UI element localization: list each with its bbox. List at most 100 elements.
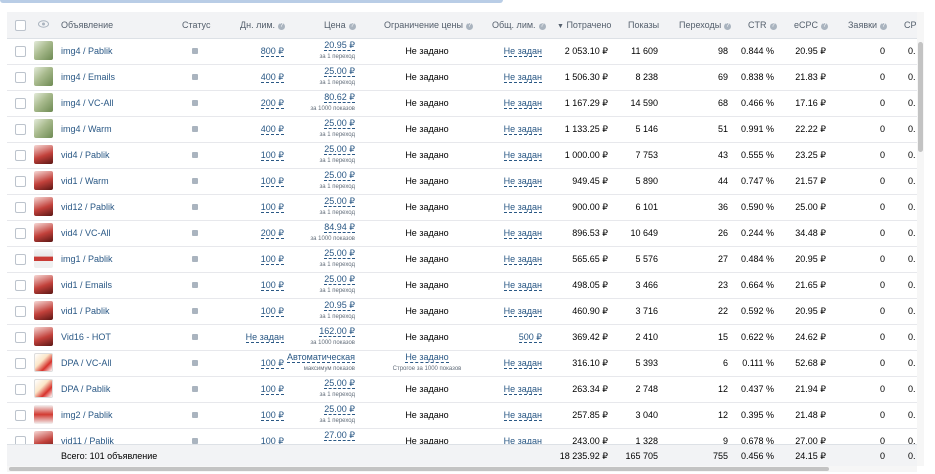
ad-thumbnail[interactable] <box>34 301 53 320</box>
vertical-scroll-thumb[interactable] <box>918 42 923 152</box>
day-limit-value[interactable]: 100 ₽ <box>260 176 284 187</box>
col-day-limit-header[interactable]: Дн. лим.? <box>240 20 286 30</box>
total-limit-value[interactable]: Не задан <box>503 384 542 395</box>
row-checkbox[interactable] <box>15 358 26 369</box>
ad-name-link[interactable]: Vid16 - HOT <box>61 332 111 342</box>
table-row[interactable]: DPA / Pablik 100 ₽ 25.00 ₽ за 1 переход Н… <box>7 376 917 403</box>
row-checkbox[interactable] <box>15 176 26 187</box>
ad-thumbnail[interactable] <box>34 223 53 242</box>
row-checkbox[interactable] <box>15 72 26 83</box>
table-row[interactable]: Vid16 - HOT Не задан 162.00 ₽ за 1000 пок… <box>7 324 917 351</box>
col-total-limit-header[interactable]: Общ. лим.? <box>492 20 546 30</box>
ad-thumbnail[interactable] <box>34 197 53 216</box>
price-value[interactable]: 25.00 ₽ <box>324 196 355 207</box>
day-limit-value[interactable]: Не задан <box>245 332 284 343</box>
horizontal-scrollbar[interactable] <box>7 466 917 472</box>
price-value[interactable]: 25.00 ₽ <box>324 170 355 181</box>
status-indicator[interactable] <box>192 360 198 366</box>
row-checkbox[interactable] <box>15 410 26 421</box>
ad-thumbnail[interactable] <box>34 249 53 268</box>
ad-name-link[interactable]: vid1 / Pablik <box>61 306 110 316</box>
ad-name-link[interactable]: vid1 / Emails <box>61 280 113 290</box>
status-indicator[interactable] <box>192 178 198 184</box>
row-checkbox[interactable] <box>15 306 26 317</box>
ad-thumbnail[interactable] <box>34 405 53 424</box>
col-ad-header[interactable]: Объявление <box>61 20 114 30</box>
ad-thumbnail[interactable] <box>34 145 53 164</box>
ad-name-link[interactable]: img4 / Pablik <box>61 46 113 56</box>
horizontal-scroll-thumb[interactable] <box>9 467 829 471</box>
price-value[interactable]: 25.00 ₽ <box>324 66 355 77</box>
ad-name-link[interactable]: img4 / Warm <box>61 124 112 134</box>
day-limit-value[interactable]: 400 ₽ <box>260 72 284 83</box>
day-limit-value[interactable]: 400 ₽ <box>260 124 284 135</box>
eye-icon[interactable] <box>38 12 49 38</box>
status-indicator[interactable] <box>192 100 198 106</box>
day-limit-value[interactable]: 800 ₽ <box>260 46 284 57</box>
ad-thumbnail[interactable] <box>34 353 53 372</box>
select-all-checkbox[interactable] <box>15 20 26 31</box>
table-row[interactable]: vid1 / Warm 100 ₽ 25.00 ₽ за 1 переход Не… <box>7 168 917 195</box>
day-limit-value[interactable]: 100 ₽ <box>260 384 284 395</box>
total-limit-value[interactable]: Не задан <box>503 150 542 161</box>
table-row[interactable]: DPA / VC-All 100 ₽ Автоматическая максиму… <box>7 350 917 377</box>
ad-name-link[interactable]: vid4 / VC-All <box>61 228 111 238</box>
row-checkbox[interactable] <box>15 384 26 395</box>
price-value[interactable]: 80.62 ₽ <box>324 92 355 103</box>
table-row[interactable]: img4 / Warm 400 ₽ 25.00 ₽ за 1 переход Не… <box>7 116 917 143</box>
ad-thumbnail[interactable] <box>34 93 53 112</box>
ad-thumbnail[interactable] <box>34 327 53 346</box>
table-row[interactable]: vid1 / Emails 100 ₽ 25.00 ₽ за 1 переход … <box>7 272 917 299</box>
day-limit-value[interactable]: 100 ₽ <box>260 410 284 421</box>
total-limit-value[interactable]: Не задан <box>503 410 542 421</box>
status-indicator[interactable] <box>192 412 198 418</box>
help-icon[interactable]: ? <box>466 23 473 30</box>
day-limit-value[interactable]: 100 ₽ <box>260 306 284 317</box>
price-value[interactable]: 25.00 ₽ <box>324 248 355 259</box>
ad-thumbnail[interactable] <box>34 67 53 86</box>
status-indicator[interactable] <box>192 204 198 210</box>
total-limit-value[interactable]: Не задан <box>503 436 542 447</box>
status-indicator[interactable] <box>192 386 198 392</box>
col-price-header[interactable]: Цена? <box>324 20 356 30</box>
ad-thumbnail[interactable] <box>34 41 53 60</box>
status-indicator[interactable] <box>192 230 198 236</box>
ad-thumbnail[interactable] <box>34 275 53 294</box>
row-checkbox[interactable] <box>15 332 26 343</box>
row-checkbox[interactable] <box>15 202 26 213</box>
ad-name-link[interactable]: vid11 / Pablik <box>61 436 114 446</box>
ad-name-link[interactable]: img1 / Pablik <box>61 254 113 264</box>
status-indicator[interactable] <box>192 334 198 340</box>
col-ecpc-header[interactable]: eCPC? <box>794 20 829 30</box>
table-row[interactable]: img4 / Emails 400 ₽ 25.00 ₽ за 1 переход … <box>7 64 917 91</box>
table-row[interactable]: img4 / VC-All 200 ₽ 80.62 ₽ за 1000 показ… <box>7 90 917 117</box>
day-limit-value[interactable]: 100 ₽ <box>260 202 284 213</box>
col-cpl-header[interactable]: CP <box>904 20 917 30</box>
help-icon[interactable]: ? <box>348 23 356 30</box>
status-indicator[interactable] <box>192 74 198 80</box>
total-limit-value[interactable]: Не задан <box>503 254 542 265</box>
price-value[interactable]: 25.00 ₽ <box>324 274 355 285</box>
total-limit-value[interactable]: Не задан <box>503 176 542 187</box>
day-limit-value[interactable]: 100 ₽ <box>260 150 284 161</box>
status-indicator[interactable] <box>192 308 198 314</box>
table-row[interactable]: vid4 / Pablik 100 ₽ 25.00 ₽ за 1 переход … <box>7 142 917 169</box>
total-limit-value[interactable]: Не задан <box>503 306 542 317</box>
ad-thumbnail[interactable] <box>34 119 53 138</box>
help-icon[interactable]: ? <box>278 23 286 30</box>
price-value[interactable]: 25.00 ₽ <box>324 378 355 389</box>
status-indicator[interactable] <box>192 438 198 444</box>
vertical-scrollbar[interactable] <box>917 12 924 466</box>
row-checkbox[interactable] <box>15 46 26 57</box>
total-limit-value[interactable]: Не задан <box>503 98 542 109</box>
help-icon[interactable]: ? <box>724 23 732 30</box>
price-value[interactable]: 25.00 ₽ <box>324 404 355 415</box>
status-indicator[interactable] <box>192 152 198 158</box>
total-limit-value[interactable]: Не задан <box>503 228 542 239</box>
col-requests-header[interactable]: Заявки? <box>848 20 888 30</box>
day-limit-value[interactable]: 100 ₽ <box>260 254 284 265</box>
table-row[interactable]: vid12 / Pablik 100 ₽ 25.00 ₽ за 1 переход… <box>7 194 917 221</box>
price-value[interactable]: 25.00 ₽ <box>324 118 355 129</box>
ad-thumbnail[interactable] <box>34 379 53 398</box>
row-checkbox[interactable] <box>15 124 26 135</box>
